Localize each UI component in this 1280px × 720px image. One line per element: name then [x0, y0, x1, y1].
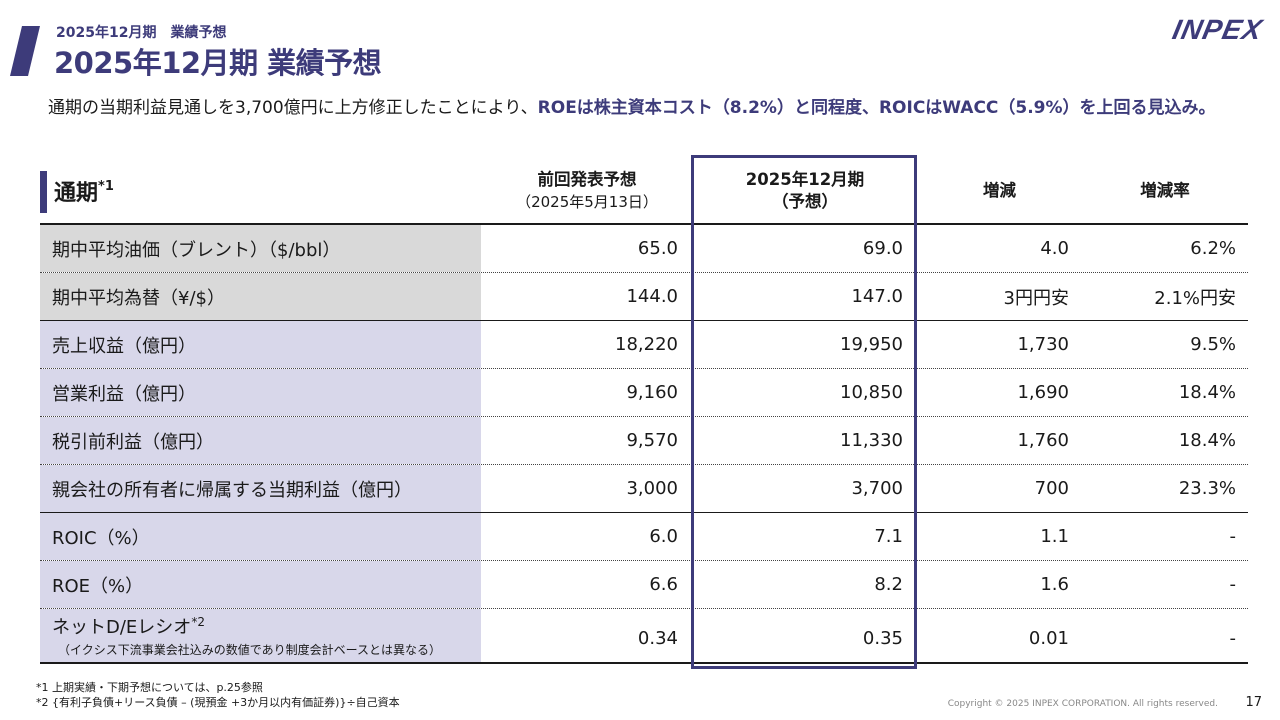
cell-previous: 6.0	[649, 526, 678, 547]
cell-change-rate: -	[1229, 574, 1237, 595]
cell-change-rate: -	[1229, 628, 1237, 649]
footnote-1: *1 上期実績・下期予想については、p.25参照	[36, 681, 263, 694]
cell-change: 1,760	[1017, 430, 1069, 451]
col-header-forecast: 2025年12月期 （予想）	[745, 170, 865, 211]
cell-change-rate: 2.1%円安	[1154, 287, 1236, 309]
cell-previous: 3,000	[626, 478, 678, 499]
forecast-table: 通期*1 前回発表予想 （2025年5月13日） 2025年12月期 （予想） 増減…	[40, 157, 1248, 664]
col-header-previous: 前回発表予想 （2025年5月13日）	[516, 170, 658, 211]
row-label: ROIC（%）	[40, 513, 481, 560]
table-row: 営業利益（億円） 9,160 10,850 1,690 18.4%	[40, 369, 1248, 417]
table-row: ネットD/Eレシオ*2 （イクシス下流事業会社込みの数値であり制度会計ベースとは…	[40, 609, 1248, 664]
table-row: ROE（%） 6.6 8.2 1.6 -	[40, 561, 1248, 609]
cell-previous: 18,220	[615, 334, 678, 355]
footnote-2: *2 {有利子負債+リース負債 – (現預金 +3か月以内有価証券)}÷自己資本	[36, 696, 400, 709]
section-kicker: 2025年12月期 業績予想	[56, 25, 227, 41]
cell-change: 0.01	[1028, 628, 1069, 649]
row-label: 税引前利益（億円）	[40, 417, 481, 464]
row-label: ネットD/Eレシオ*2 （イクシス下流事業会社込みの数値であり制度会計ベースとは…	[40, 609, 481, 662]
table-header: 通期*1 前回発表予想 （2025年5月13日） 2025年12月期 （予想） 増減…	[40, 157, 1248, 225]
cell-forecast: 69.0	[862, 238, 903, 259]
row-label: ROE（%）	[40, 561, 481, 608]
cell-forecast: 11,330	[840, 430, 903, 451]
table-row: 親会社の所有者に帰属する当期利益（億円） 3,000 3,700 700 23.…	[40, 465, 1248, 513]
cell-forecast: 7.1	[874, 526, 903, 547]
cell-change-rate: 18.4%	[1178, 382, 1236, 403]
title-accent-bar	[10, 26, 40, 76]
table-row: ROIC（%） 6.0 7.1 1.1 -	[40, 513, 1248, 561]
intro-emphasis: ROEは株主資本コスト（8.2%）と同程度、ROICはWACC（5.9%）を上回…	[537, 98, 1216, 118]
cell-change-rate: 6.2%	[1190, 238, 1236, 259]
intro-plain: 通期の当期利益見通しを3,700億円に上方修正したことにより、	[48, 98, 538, 118]
intro-text: 通期の当期利益見通しを3,700億円に上方修正したことにより、ROEは株主資本コ…	[48, 96, 1258, 121]
cell-change-rate: 23.3%	[1178, 478, 1236, 499]
cell-previous: 6.6	[649, 574, 678, 595]
cell-change-rate: -	[1229, 526, 1237, 547]
cell-change: 3円円安	[1003, 287, 1069, 309]
row-label: 親会社の所有者に帰属する当期利益（億円）	[40, 465, 481, 512]
col-header-change: 増減	[983, 181, 1016, 200]
row-label-mark: *2	[191, 615, 205, 629]
cell-previous: 65.0	[637, 238, 678, 259]
cell-previous: 9,570	[626, 430, 678, 451]
section-title: 通期*1	[54, 179, 114, 206]
cell-change: 700	[1034, 478, 1069, 499]
cell-change: 4.0	[1040, 238, 1069, 259]
cell-change-rate: 18.4%	[1178, 430, 1236, 451]
cell-forecast: 147.0	[851, 286, 903, 307]
page-title: 2025年12月期 業績予想	[54, 46, 382, 80]
row-label: 営業利益（億円）	[40, 369, 481, 416]
row-label-text: ネットD/Eレシオ	[52, 617, 192, 638]
cell-previous: 144.0	[626, 286, 678, 307]
cell-forecast: 3,700	[851, 478, 903, 499]
row-label: 期中平均油価（ブレント）（$/bbl）	[40, 225, 481, 272]
cell-change: 1.6	[1040, 574, 1069, 595]
cell-change-rate: 9.5%	[1190, 334, 1236, 355]
table-row: 売上収益（億円） 18,220 19,950 1,730 9.5%	[40, 321, 1248, 369]
cell-previous: 9,160	[626, 382, 678, 403]
cell-forecast: 0.35	[862, 628, 903, 649]
cell-change: 1.1	[1040, 526, 1069, 547]
copyright: Copyright © 2025 INPEX CORPORATION. All …	[947, 699, 1218, 709]
company-logo: INPEX	[1169, 14, 1266, 45]
table-row: 期中平均為替（¥/$） 144.0 147.0 3円円安 2.1%円安	[40, 273, 1248, 321]
cell-previous: 0.34	[637, 628, 678, 649]
col-header-change-rate: 増減率	[1140, 181, 1190, 200]
table-row: 税引前利益（億円） 9,570 11,330 1,760 18.4%	[40, 417, 1248, 465]
table-row: 期中平均油価（ブレント）（$/bbl） 65.0 69.0 4.0 6.2%	[40, 225, 1248, 273]
row-label: 売上収益（億円）	[40, 321, 481, 368]
row-label-note: （イクシス下流事業会社込みの数値であり制度会計ベースとは異なる）	[58, 643, 442, 657]
cell-change: 1,690	[1017, 382, 1069, 403]
cell-forecast: 8.2	[874, 574, 903, 595]
row-label: 期中平均為替（¥/$）	[40, 273, 481, 320]
page-number: 17	[1245, 695, 1262, 710]
cell-forecast: 10,850	[840, 382, 903, 403]
cell-change: 1,730	[1017, 334, 1069, 355]
cell-forecast: 19,950	[840, 334, 903, 355]
section-bar	[40, 171, 47, 213]
